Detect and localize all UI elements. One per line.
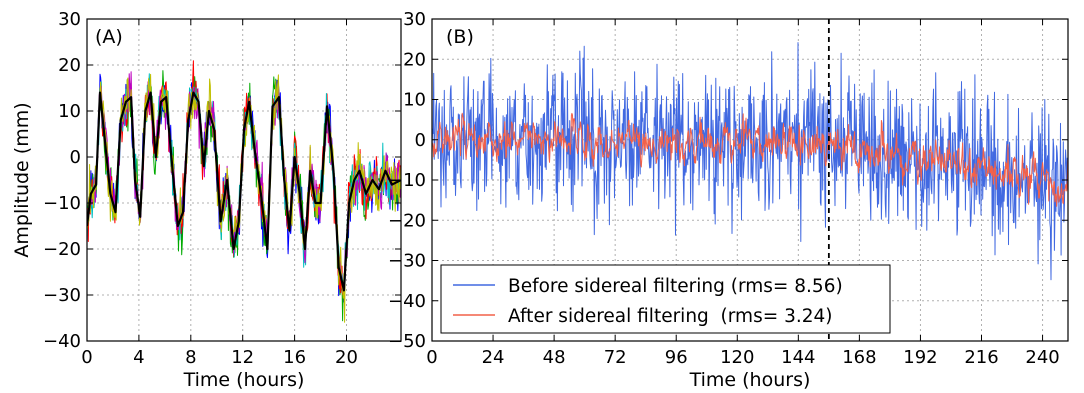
x-tick-label: 12	[231, 347, 254, 368]
x-tick-label: 8	[185, 347, 196, 368]
y-tick-label: −50	[388, 331, 426, 352]
x-tick-label: 16	[283, 347, 306, 368]
y-tick-label: −10	[388, 170, 426, 191]
y-tick-label: −20	[43, 239, 81, 260]
y-tick-label: 0	[70, 147, 81, 168]
x-tick-label: 144	[781, 347, 815, 368]
x-tick-label: 0	[426, 347, 437, 368]
y-tick-label: 10	[58, 101, 81, 122]
y-tick-label: 0	[415, 130, 426, 151]
x-tick-label: 216	[964, 347, 998, 368]
panel-b-series-group	[432, 42, 1068, 281]
panel-b-ticks: 0 24 48 72 96 120 144 168 192 216 240 −50 −40 −30 −20 −…	[388, 9, 1068, 368]
y-tick-label: 30	[403, 9, 426, 30]
x-tick-label: 4	[133, 347, 144, 368]
legend-entry-after: After sidereal filtering (rms= 3.24)	[508, 306, 833, 327]
y-tick-label: 20	[403, 49, 426, 70]
x-tick-label: 0	[81, 347, 92, 368]
series-before-line	[432, 42, 1068, 281]
x-tick-label: 192	[903, 347, 937, 368]
panel-a-ticks: 0 4 8 12 16 20 −40 −30 −20 −10 0 10 20 30	[43, 9, 401, 368]
x-tick-label: 20	[335, 347, 358, 368]
panel-a-label: (A)	[95, 26, 123, 48]
series-after-line	[432, 112, 1068, 207]
x-tick-label: 96	[665, 347, 688, 368]
y-tick-label: 10	[403, 90, 426, 111]
y-tick-label: −40	[388, 291, 426, 312]
x-tick-label: 120	[720, 347, 754, 368]
x-tick-label: 72	[604, 347, 627, 368]
x-tick-label: 48	[543, 347, 566, 368]
y-tick-label: −30	[43, 285, 81, 306]
y-tick-label: −30	[388, 251, 426, 272]
panel-a-y-axis-title: Amplitude (mm)	[11, 102, 33, 257]
y-tick-label: 20	[58, 55, 81, 76]
y-tick-label: −20	[388, 210, 426, 231]
legend-box	[440, 264, 891, 334]
panel-a-mean-line	[87, 91, 401, 292]
panel-b: 0 24 48 72 96 120 144 168 192 216 240 −50 −40 −30 −20 −…	[388, 9, 1069, 391]
panel-b-label: (B)	[446, 26, 474, 48]
x-tick-label: 240	[1025, 347, 1059, 368]
panel-a: 0 4 8 12 16 20 −40 −30 −20 −10 0 10 20 30 (A) Time (h…	[11, 9, 402, 391]
panel-b-legend: Before sidereal filtering (rms= 8.56) Af…	[440, 264, 891, 334]
y-tick-label: −40	[43, 331, 81, 352]
panel-a-frame	[86, 18, 402, 342]
x-tick-label: 24	[482, 347, 505, 368]
y-tick-label: 30	[58, 9, 81, 30]
panel-a-series-group	[87, 60, 401, 323]
panel-b-x-axis-title: Time (hours)	[689, 369, 811, 391]
x-tick-label: 168	[842, 347, 876, 368]
panel-a-x-axis-title: Time (hours)	[183, 369, 305, 391]
legend-entry-before: Before sidereal filtering (rms= 8.56)	[508, 276, 843, 297]
y-tick-label: −10	[43, 193, 81, 214]
